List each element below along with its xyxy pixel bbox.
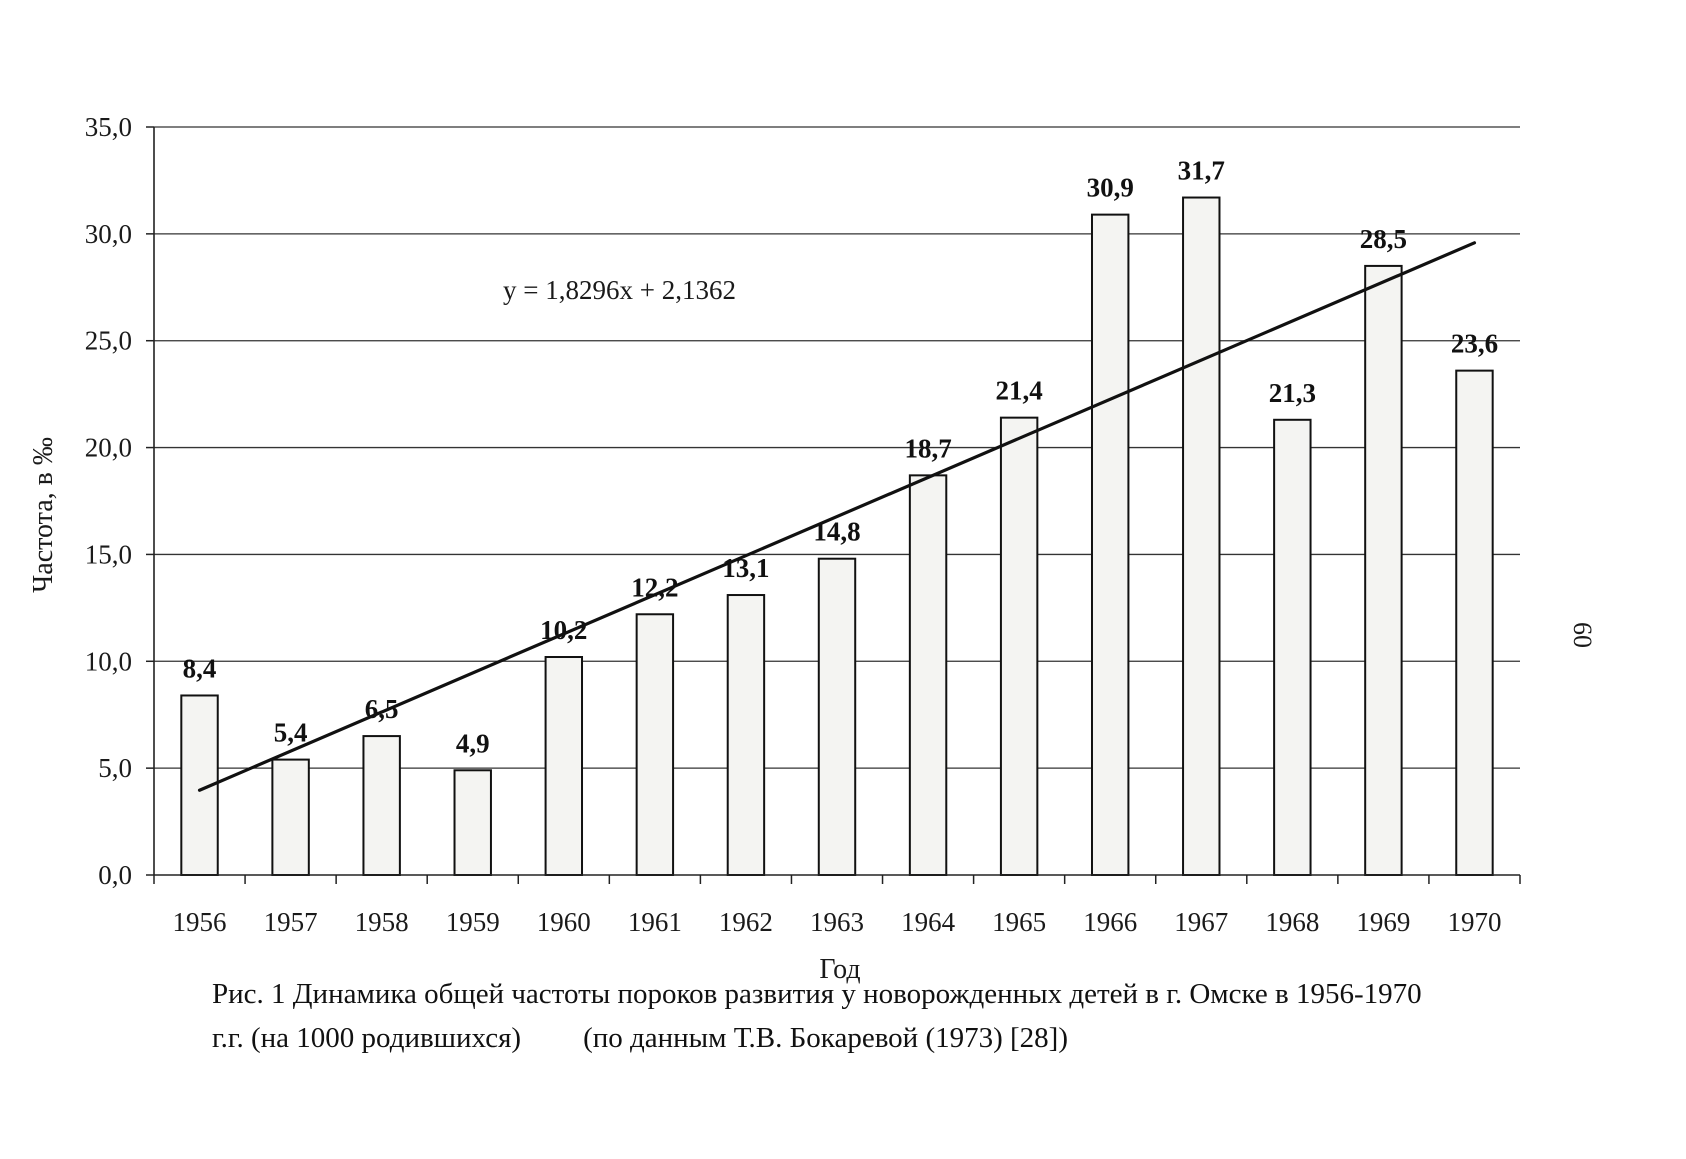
data-label-1958: 6,5 (365, 694, 399, 724)
y-tick-label-5: 25,0 (85, 326, 132, 356)
x-tick-label-1964: 1964 (901, 907, 956, 937)
y-axis-title: Частота, в ‰ (28, 437, 59, 593)
y-tick-label-6: 30,0 (85, 219, 132, 249)
y-tick-label-7: 35,0 (85, 112, 132, 142)
x-tick-label-1963: 1963 (810, 907, 864, 937)
x-tick-label-1961: 1961 (628, 907, 682, 937)
y-tick-label-1: 5,0 (98, 753, 132, 783)
bar-1961 (635, 613, 675, 876)
bar-1957 (271, 758, 310, 877)
data-label-1959: 4,9 (456, 728, 490, 758)
data-label-1965: 21,4 (996, 376, 1043, 406)
x-tick-label-1965: 1965 (992, 907, 1046, 937)
y-tick-label-3: 15,0 (85, 539, 132, 569)
x-tick-labels: 1956 1957 1958 1959 1960 1961 1962 1963 1964 1965… (173, 907, 1502, 937)
y-tick-label-4: 20,0 (85, 433, 132, 463)
bar-1959 (453, 769, 492, 877)
data-label-1956: 8,4 (183, 653, 217, 683)
trendline-equation: y = 1,8296x + 2,1362 (503, 275, 736, 305)
data-label-1966: 30,9 (1087, 173, 1134, 203)
bar-1970 (1455, 369, 1494, 876)
data-label-1969: 28,5 (1360, 224, 1407, 254)
data-labels: 8,45,46,54,910,212,213,114,818,721,430,9… (183, 156, 1498, 759)
bar-1968 (1273, 418, 1312, 876)
x-tick-label-1960: 1960 (537, 907, 591, 937)
x-tick-label-1969: 1969 (1356, 907, 1410, 937)
bar-1958 (362, 735, 401, 876)
bar-1964 (908, 474, 948, 876)
data-label-1957: 5,4 (274, 718, 308, 748)
bar-1963 (817, 557, 857, 877)
page-number: 60 (1568, 622, 1597, 648)
data-label-1963: 14,8 (813, 517, 860, 547)
y-tick-label-2: 10,0 (85, 646, 132, 676)
axes (146, 126, 1521, 884)
bars (180, 196, 1494, 877)
x-tick-label-1970: 1970 (1447, 907, 1501, 937)
data-label-1967: 31,7 (1178, 156, 1225, 186)
data-label-1962: 13,1 (722, 553, 769, 583)
bar-1962 (726, 594, 766, 877)
trendline (197, 241, 1477, 792)
gridlines (154, 126, 1520, 769)
bar-1965 (999, 416, 1039, 876)
x-tick-label-1966: 1966 (1083, 907, 1137, 937)
caption-line-1: Рис. 1 Динамика общей частоты пороков ра… (212, 978, 1422, 1010)
y-tick-label-0: 0,0 (98, 860, 132, 890)
x-tick-label-1957: 1957 (264, 907, 318, 937)
bar-1966 (1090, 213, 1130, 876)
caption-line-2-part-a: г.г. (на 1000 родившихся) (212, 1022, 522, 1054)
trendline-group (197, 241, 1477, 792)
x-tick-label-1967: 1967 (1174, 907, 1228, 937)
x-tick-label-1956: 1956 (173, 907, 227, 937)
figure-caption: Рис. 1 Динамика общей частоты пороков ра… (212, 972, 1632, 1060)
bar-1960 (544, 656, 584, 876)
x-tick-label-1968: 1968 (1265, 907, 1319, 937)
x-tick-label-1958: 1958 (355, 907, 409, 937)
bar-1967 (1182, 196, 1221, 877)
y-tick-labels: 0,0 5,0 10,0 15,0 20,0 25,0 30,0 35,0 (85, 112, 132, 890)
x-tick-label-1962: 1962 (719, 907, 773, 937)
x-tick-label-1959: 1959 (446, 907, 500, 937)
bar-1969 (1364, 264, 1403, 876)
data-label-1968: 21,3 (1269, 378, 1316, 408)
caption-line-2: г.г. (на 1000 родившихся) (по данным Т.В.… (212, 1016, 1632, 1060)
caption-line-2-part-b: (по данным Т.В. Бокаревой (1973) [28]) (583, 1022, 1068, 1054)
data-label-1964: 18,7 (904, 433, 951, 463)
x-axis-title: Год (819, 954, 860, 985)
data-label-1970: 23,6 (1451, 329, 1498, 359)
